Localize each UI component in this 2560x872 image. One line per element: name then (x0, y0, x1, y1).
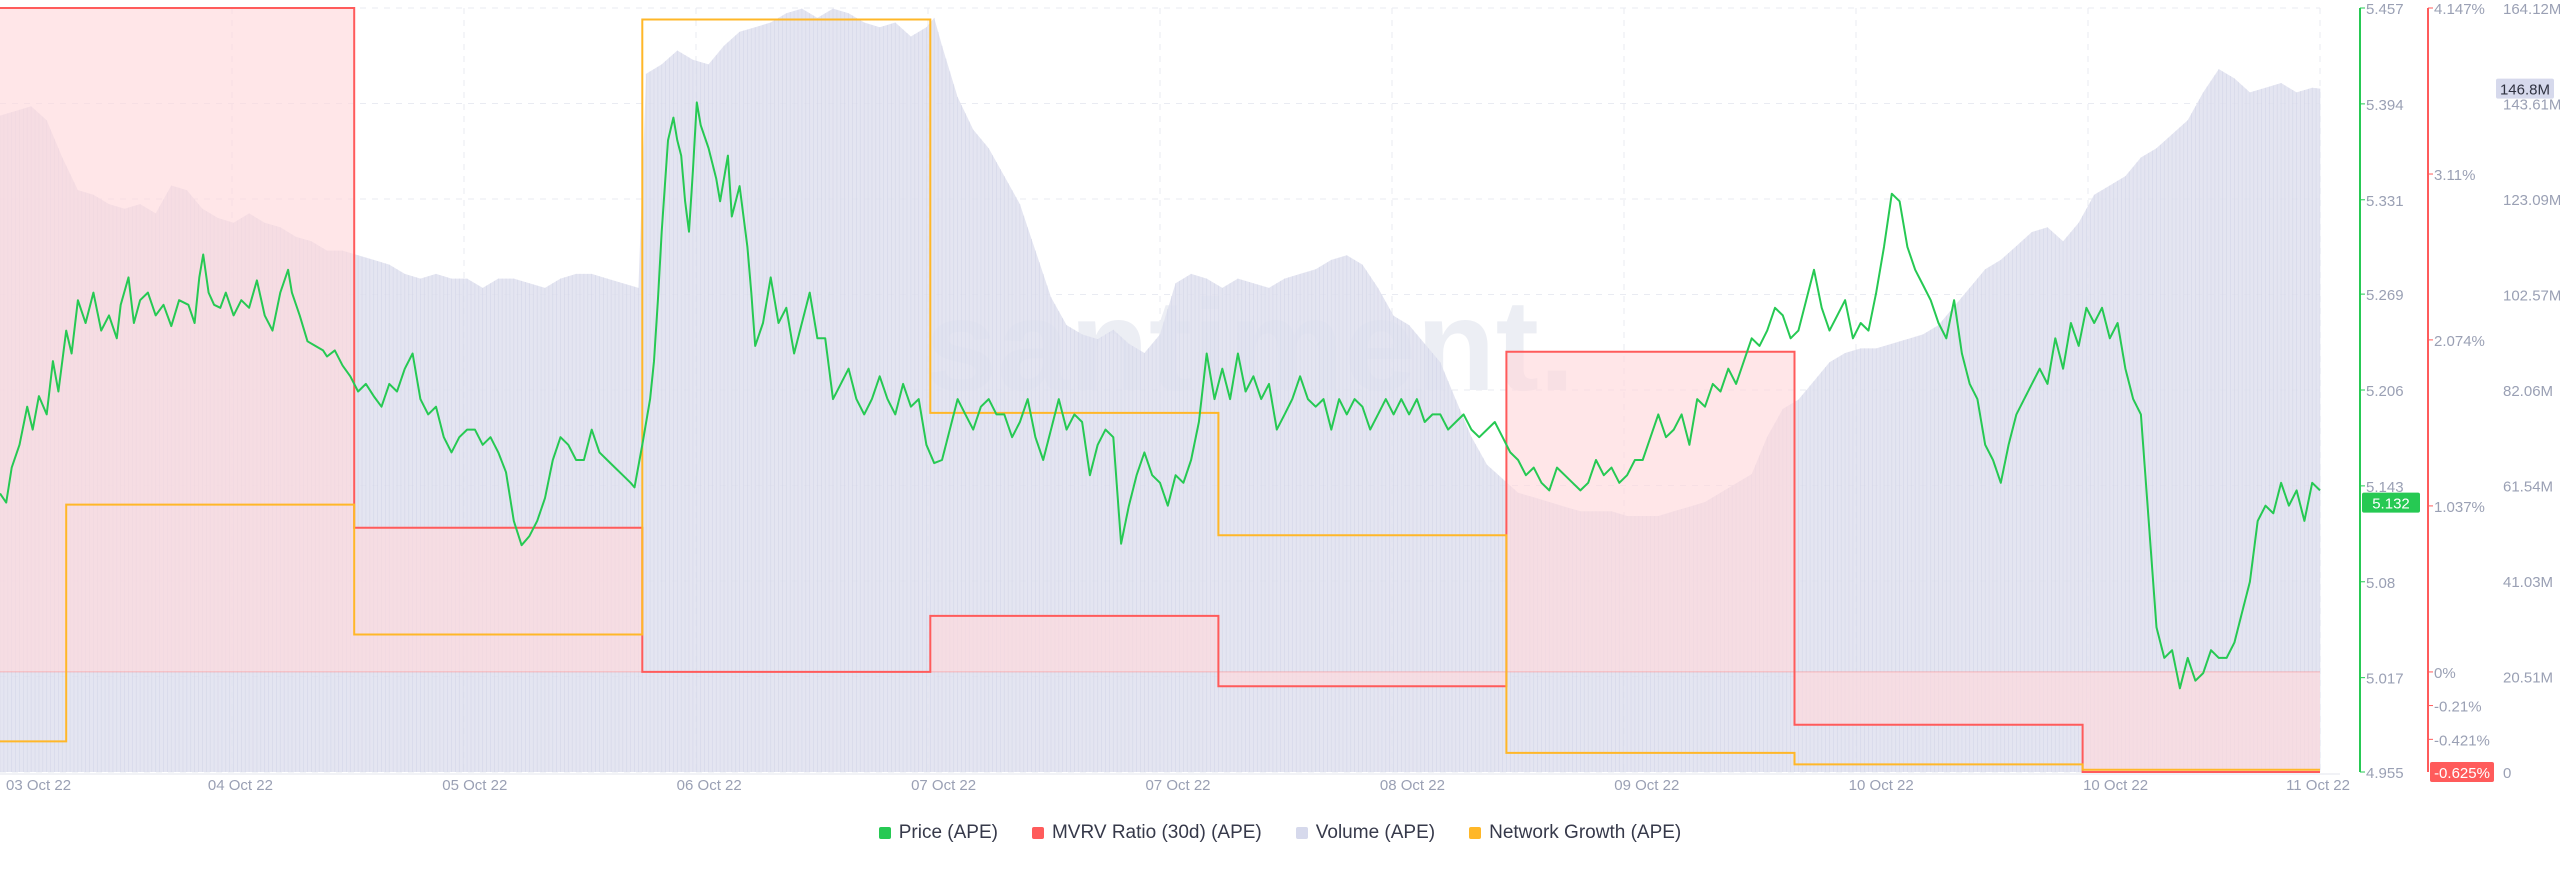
mvrv-tick-label: 3.11% (2434, 167, 2475, 184)
legend-swatch-volume (1295, 827, 1308, 839)
x-tick-label: 09 Oct 22 (1614, 777, 1679, 794)
mvrv-tick-label: 1.037% (2434, 499, 2485, 516)
price-current-tag (2362, 492, 2420, 513)
x-tick-label: 07 Oct 22 (1145, 777, 1210, 794)
price-current-label: 5.132 (2372, 496, 2410, 513)
legend-swatch-network-growth (1469, 827, 1482, 839)
price-tick-label: 5.08 (2366, 575, 2395, 592)
mvrv-area (0, 8, 2320, 772)
legend-label-price: Price (APE) (898, 822, 998, 843)
volume-tick-label: 102.57M (2503, 288, 2560, 305)
mvrv-tick-label: 0% (2434, 665, 2456, 682)
legend-label-volume: Volume (APE) (1315, 822, 1436, 843)
price-tick-label: 5.331 (2366, 193, 2404, 210)
x-tick-label: 07 Oct 22 (911, 777, 976, 794)
x-tick-label: 10 Oct 22 (2083, 777, 2148, 794)
legend-label-mvrv: MVRV Ratio (30d) (APE) (1051, 822, 1262, 843)
volume-current-tag (2496, 78, 2554, 99)
network-layer (0, 18, 2320, 771)
x-tick-label: 11 Oct 22 (2286, 777, 2350, 794)
volume-tick-label: 20.51M (2503, 670, 2553, 687)
x-tick-label: 08 Oct 22 (1380, 777, 1445, 794)
x-tick-label: 03 Oct 22 (6, 777, 71, 794)
axis-layer: 5.457 5.394 5.331 5.269 5.206 5.143 5.08 5.017 4… (2359, 1, 2560, 782)
mvrv-min-label: -0.625% (2434, 765, 2490, 782)
mvrv-line (0, 7, 2320, 773)
volume-tick-label: 0 (2503, 765, 2511, 782)
mvrv-min-tag (2430, 762, 2494, 782)
volume-tick-label: 61.54M (2503, 479, 2553, 496)
x-tick-label: 10 Oct 22 (1849, 777, 1914, 794)
legend-item-network-growth[interactable]: Network Growth (APE) (1469, 822, 1681, 844)
price-tick-label: 4.955 (2366, 765, 2404, 782)
legend-swatch-price (878, 827, 891, 839)
price-tick-label: 5.206 (2366, 383, 2404, 400)
network-growth-line (0, 18, 2320, 771)
volume-tick-label: 41.03M (2503, 574, 2553, 591)
price-line (0, 101, 2321, 690)
volume-tick-label: 123.09M (2503, 192, 2560, 209)
legend-item-volume[interactable]: Volume (APE) (1295, 822, 1436, 844)
legend-item-mvrv[interactable]: MVRV Ratio (30d) (APE) (1031, 822, 1262, 844)
legend-label-network-growth: Network Growth (APE) (1489, 822, 1682, 843)
legend-swatch-mvrv (1031, 827, 1044, 839)
volume-tick-label: 82.06M (2503, 383, 2553, 400)
price-tick-label: 5.269 (2366, 287, 2404, 304)
legend-item-price[interactable]: Price (APE) (878, 822, 998, 844)
price-tick-label: 5.143 (2366, 479, 2404, 496)
mvrv-tick-label: 2.074% (2434, 333, 2485, 350)
price-tick-label: 5.394 (2366, 97, 2404, 114)
mvrv-tick-label: -0.421% (2434, 732, 2490, 749)
x-tick-label: 05 Oct 22 (442, 777, 507, 794)
x-axis: 03 Oct 22 04 Oct 22 05 Oct 22 06 Oct 22 07 O… (0, 773, 2350, 794)
price-tick-label: 5.457 (2366, 1, 2404, 18)
mvrv-tick-label: -0.21% (2434, 699, 2482, 716)
x-tick-label: 06 Oct 22 (677, 777, 742, 794)
x-tick-label: 04 Oct 22 (208, 777, 273, 794)
price-layer (0, 101, 2321, 690)
price-tick-label: 5.017 (2366, 671, 2404, 688)
volume-tick-label: 164.12M (2503, 1, 2560, 18)
chart-legend: Price (APE) MVRV Ratio (30d) (APE) Volum… (0, 818, 2560, 848)
mvrv-tick-label: 4.147% (2434, 1, 2485, 18)
volume-current-label: 146.8M (2500, 82, 2550, 99)
volume-tick-label: 143.61M (2503, 96, 2560, 113)
mvrv-layer (0, 7, 2320, 773)
